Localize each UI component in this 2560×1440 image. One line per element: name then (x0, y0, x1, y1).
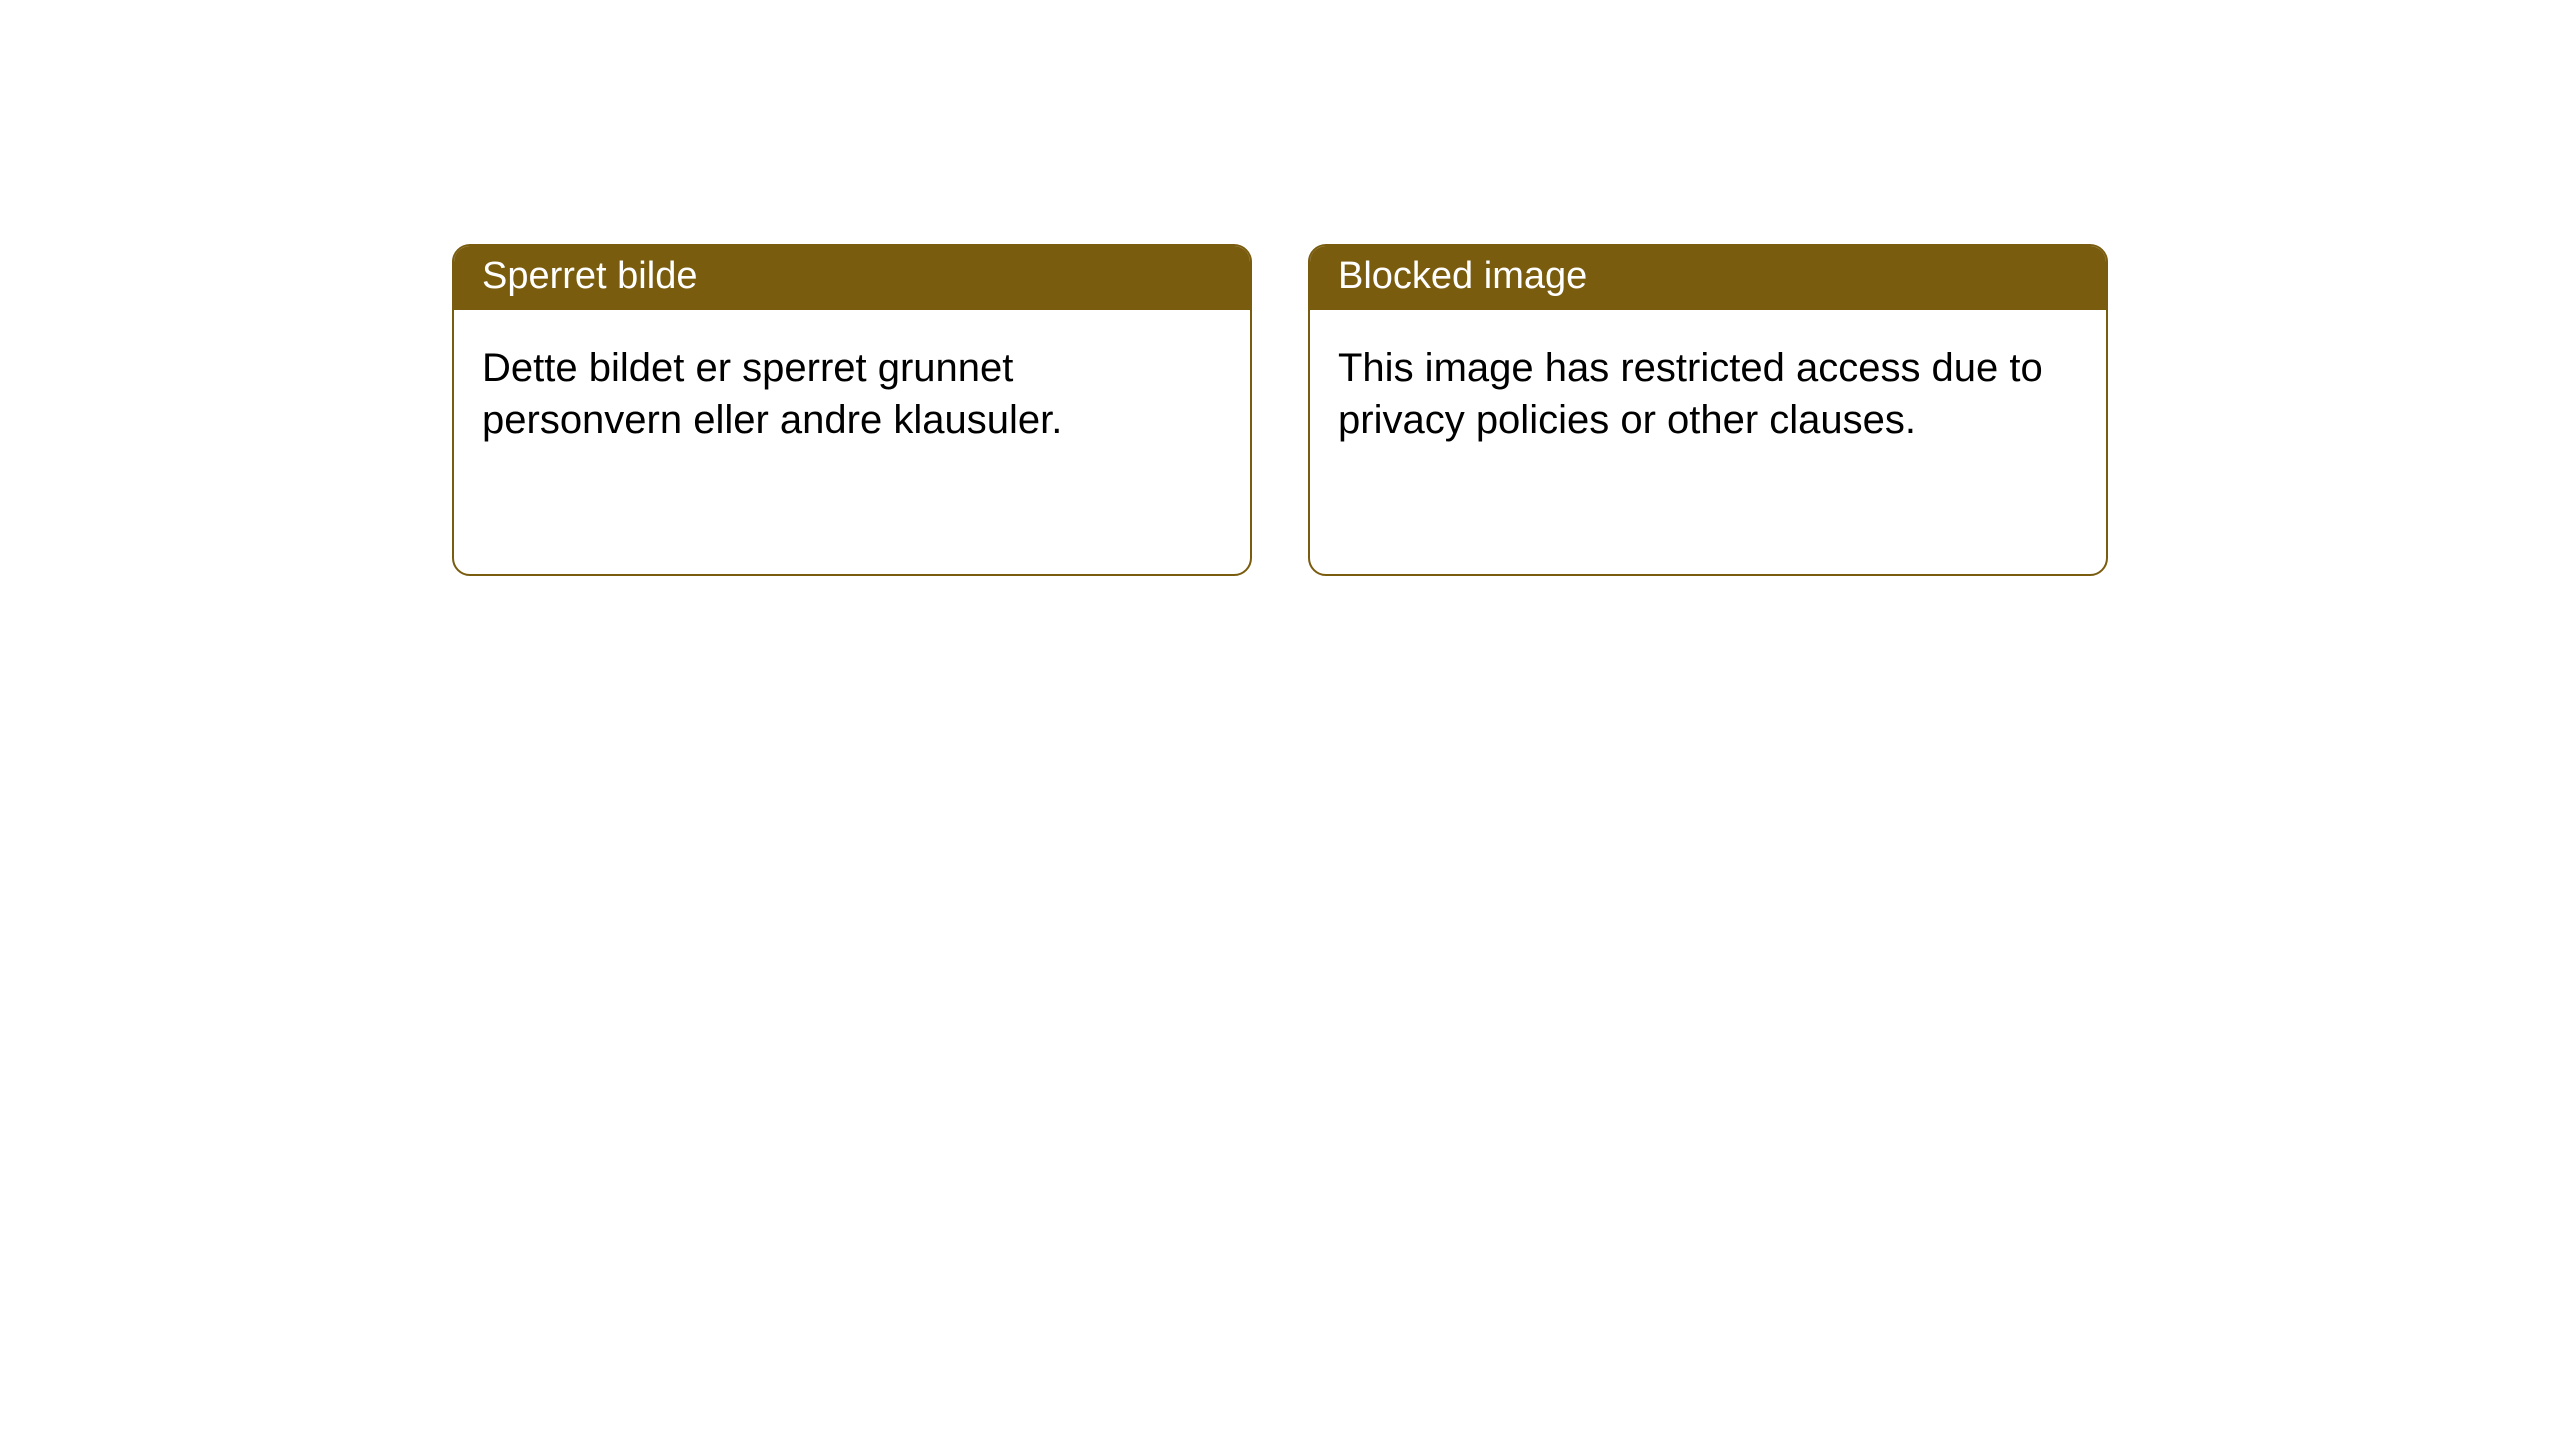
card-title: Blocked image (1338, 255, 1587, 297)
card-title: Sperret bilde (482, 255, 697, 297)
blocked-image-card-en: Blocked image This image has restricted … (1308, 244, 2108, 576)
blocked-image-card-no: Sperret bilde Dette bildet er sperret gr… (452, 244, 1252, 576)
card-body-text: Dette bildet er sperret grunnet personve… (482, 346, 1062, 442)
notice-container: Sperret bilde Dette bildet er sperret gr… (0, 0, 2560, 576)
card-body-text: This image has restricted access due to … (1338, 346, 2043, 442)
card-body: Dette bildet er sperret grunnet personve… (454, 310, 1250, 474)
card-body: This image has restricted access due to … (1310, 310, 2106, 474)
card-header: Blocked image (1310, 246, 2106, 310)
card-header: Sperret bilde (454, 246, 1250, 310)
